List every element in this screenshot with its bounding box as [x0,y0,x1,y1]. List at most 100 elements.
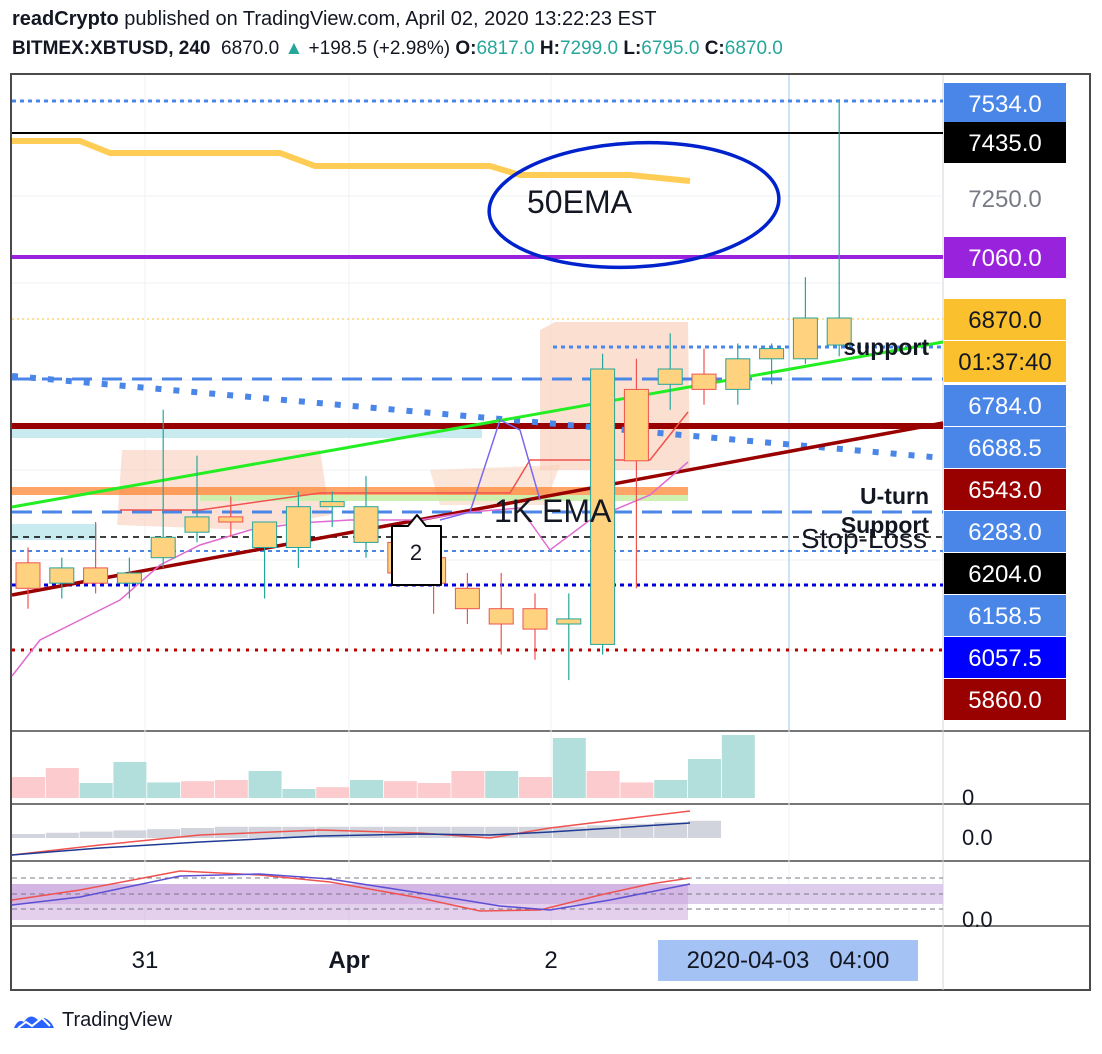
price-label-text: 6543.0 [968,477,1041,504]
volume-bar [113,762,147,798]
price-label[interactable]: 6283.0 [944,511,1066,552]
candle[interactable] [83,522,109,594]
price-label[interactable]: 6204.0 [944,553,1066,594]
green-trendline [11,340,944,509]
candle-body [759,348,785,360]
price-label-text: 5860.0 [968,687,1041,714]
candle[interactable] [116,557,142,599]
price-label[interactable]: 7250.0 [968,186,1041,213]
candle[interactable] [792,277,818,364]
price-label-box [944,385,1066,426]
candle[interactable] [590,353,616,655]
chart-frame [10,73,1091,991]
candle-body [792,317,818,360]
candle[interactable] [353,476,379,558]
price-label[interactable]: 5860.0 [944,679,1066,720]
candle[interactable] [623,358,649,589]
candle[interactable] [759,343,785,385]
descending-trendline [11,373,944,461]
price-label[interactable]: 6543.0 [944,469,1066,510]
published-text: published on TradingView.com, April 02, … [124,8,657,30]
candle[interactable] [488,573,514,655]
volume-bar [688,759,721,798]
candle[interactable] [319,491,345,528]
osc1-bar [688,820,721,838]
open-value: 6817.0 [476,38,535,59]
volume-bar [12,777,45,798]
price-label-box [944,83,1066,124]
volume-bar [45,768,79,798]
price-label[interactable]: 7534.0 [944,83,1066,124]
price-label[interactable]: 6870.0 [944,299,1066,340]
volume-bar [654,780,688,798]
price-label[interactable]: 6057.5 [944,637,1066,678]
price-label-box [944,637,1066,678]
price-label-text: 6158.5 [968,603,1041,630]
low-value: 6795.0 [641,38,700,59]
candle-body [522,608,548,630]
osc1-bar [181,828,214,838]
purple-indicator-line [439,418,541,521]
candle[interactable] [218,496,244,538]
ema50-label: 50EMA [527,184,633,220]
candle[interactable] [657,333,683,410]
price-label[interactable]: 01:37:40 [944,341,1066,382]
price-label[interactable]: 6688.5 [944,427,1066,468]
price-label-text: 7534.0 [968,91,1041,118]
volume-bar [214,780,248,798]
time-axis[interactable]: 31 Apr 2 2020-04-03 04:00 [132,940,918,981]
time-tick-apr: Apr [328,947,369,974]
price-label-text: 6870.0 [968,307,1041,334]
candle[interactable] [15,547,41,609]
candle[interactable] [285,491,311,568]
price-label-box [944,511,1066,552]
candle[interactable] [454,573,480,624]
price-label[interactable]: 6784.0 [944,385,1066,426]
candle-body [218,516,244,523]
candle-body [49,567,75,584]
price-label[interactable]: 7060.0 [944,237,1066,278]
osc1-bar [113,830,147,838]
author-name[interactable]: readCrypto [12,8,119,30]
close-value: 6870.0 [724,38,783,59]
price-label[interactable]: 7435.0 [944,122,1066,163]
osc1-bar [654,822,688,838]
price-label-box [944,299,1066,340]
osc1-bar [214,826,248,838]
candle[interactable] [184,455,210,543]
candle[interactable] [522,593,548,660]
osc1-bar [316,826,350,838]
price-label-text: 6057.5 [968,645,1041,672]
candle-body [184,516,210,533]
candle[interactable] [826,99,852,357]
price-label[interactable]: 6158.5 [944,595,1066,636]
volume-bar [316,787,350,798]
candle-body [488,608,514,625]
candle-body [319,501,345,508]
volume-bar [451,771,485,798]
candle[interactable] [691,348,717,405]
low-label: L: [623,38,642,59]
price-label-box [944,595,1066,636]
candles-group[interactable] [15,99,852,681]
footer-brand[interactable]: TradingView [12,1008,172,1032]
volume-axis-zero: 0 [962,785,974,810]
price-label-box [944,469,1066,510]
candle[interactable] [725,343,751,405]
price-axis[interactable]: 7534.0 7435.0 7250.0 7060.0 6870.0 01:37:40 67… [944,83,1066,720]
candle[interactable] [49,557,75,599]
candle-body [116,572,142,584]
candle[interactable] [252,521,278,599]
support-label: support [843,334,929,360]
price-label-text: 7435.0 [968,130,1041,157]
volume-bar [485,771,519,798]
symbol-name[interactable]: BITMEX:XBTUSD, 240 [12,38,211,59]
volume-pane [12,735,755,798]
candle[interactable] [150,409,176,568]
osc1-bar [350,826,383,838]
volume-bar [79,783,113,798]
candle[interactable] [556,593,582,681]
crosshair-time-label: 2020-04-03 04:00 [687,947,890,974]
volume-bar [181,781,214,798]
